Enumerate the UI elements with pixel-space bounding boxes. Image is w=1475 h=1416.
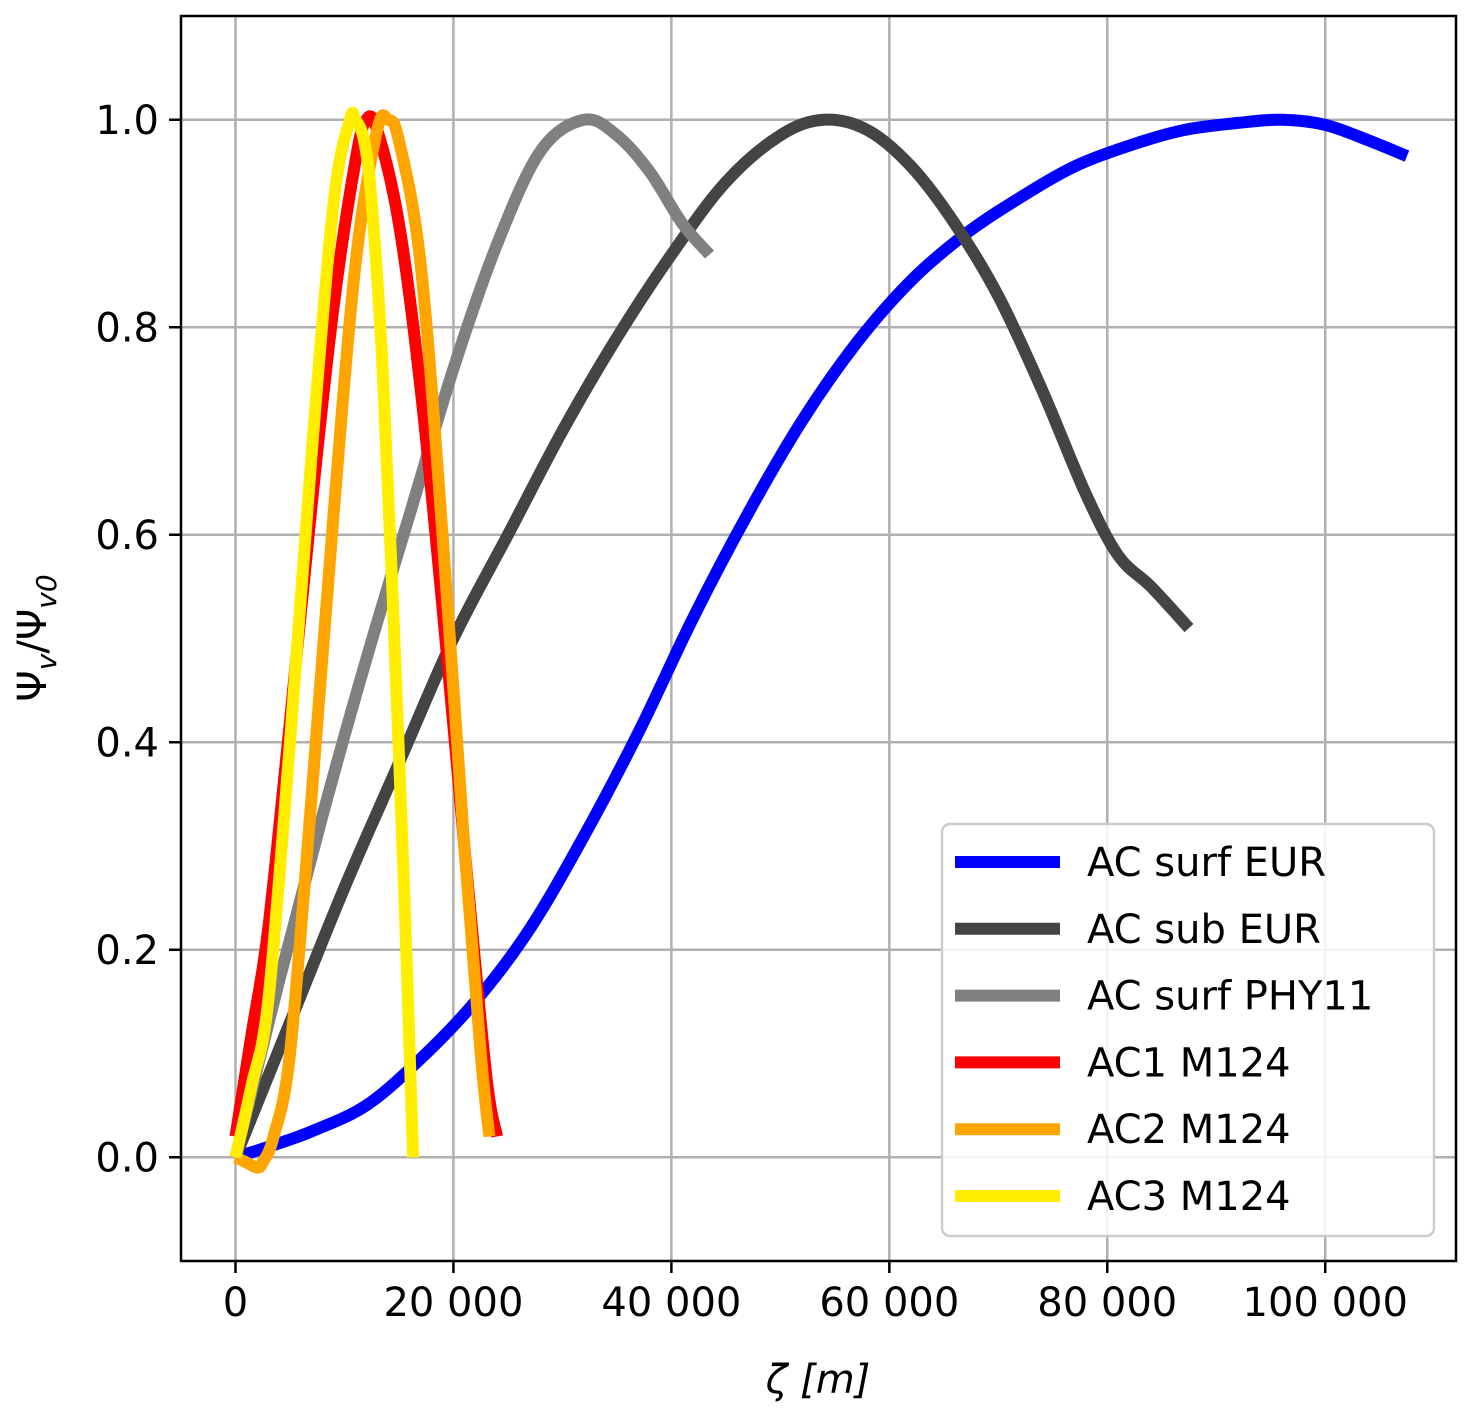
y-tick-label: 0.0 xyxy=(95,1135,159,1181)
legend-label: AC surf PHY11 xyxy=(1087,974,1373,1020)
y-tick-label: 0.2 xyxy=(95,928,159,974)
series-line-6 xyxy=(229,106,420,1159)
legend-label: AC sub EUR xyxy=(1087,907,1321,953)
x-tick-label: 60 000 xyxy=(819,1280,959,1326)
y-axis-label: Ψv/Ψv0 xyxy=(10,574,63,701)
y-tick-label: 0.8 xyxy=(95,305,159,351)
x-axis-label: ζ [m] xyxy=(765,1357,871,1403)
series-line-1 xyxy=(233,113,1410,1164)
series-line-5 xyxy=(233,109,496,1174)
legend-label: AC surf EUR xyxy=(1087,840,1326,886)
legend: AC surf EUR AC sub EUR AC surf PHY11 AC1 M1… xyxy=(940,822,1436,1238)
x-tick-label: 20 000 xyxy=(383,1280,523,1326)
legend-label: AC1 M124 xyxy=(1087,1040,1291,1086)
legend-label: AC2 M124 xyxy=(1087,1107,1291,1153)
x-tick-label: 0 xyxy=(223,1280,248,1326)
y-tick-label: 0.6 xyxy=(95,513,159,559)
series-line-2 xyxy=(229,113,1194,1160)
axis-ticks: 0 20 000 40 000 60 000 80 000 100 000 0.0 0.2 0.… xyxy=(95,98,1408,1326)
x-tick-label: 80 000 xyxy=(1037,1280,1177,1326)
plot-series xyxy=(229,106,1410,1174)
y-tick-label: 1.0 xyxy=(95,98,159,144)
legend-label: AC3 M124 xyxy=(1087,1174,1291,1220)
legend-box xyxy=(940,822,1436,1238)
x-tick-label: 100 000 xyxy=(1243,1280,1408,1326)
x-tick-label: 40 000 xyxy=(601,1280,741,1326)
plot-frame xyxy=(179,14,1458,1263)
y-tick-label: 0.4 xyxy=(95,720,159,766)
